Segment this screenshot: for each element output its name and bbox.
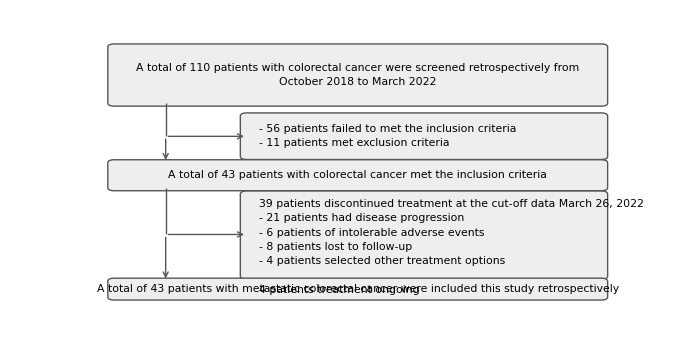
Text: A total of 43 patients with colorectal cancer met the inclusion criteria: A total of 43 patients with colorectal c… bbox=[168, 170, 547, 180]
FancyBboxPatch shape bbox=[107, 160, 608, 191]
FancyBboxPatch shape bbox=[240, 191, 608, 279]
Text: - 56 patients failed to met the inclusion criteria
- 11 patients met exclusion c: - 56 patients failed to met the inclusio… bbox=[259, 124, 517, 148]
Text: 39 patients discontinued treatment at the cut-off data March 26, 2022
- 21 patie: 39 patients discontinued treatment at th… bbox=[259, 199, 644, 295]
FancyBboxPatch shape bbox=[240, 113, 608, 160]
Text: A total of 110 patients with colorectal cancer were screened retrospectively fro: A total of 110 patients with colorectal … bbox=[136, 63, 579, 87]
FancyBboxPatch shape bbox=[107, 44, 608, 106]
FancyBboxPatch shape bbox=[107, 278, 608, 300]
Text: A total of 43 patients with metastatic colorectal cancer were included this stud: A total of 43 patients with metastatic c… bbox=[96, 284, 619, 294]
